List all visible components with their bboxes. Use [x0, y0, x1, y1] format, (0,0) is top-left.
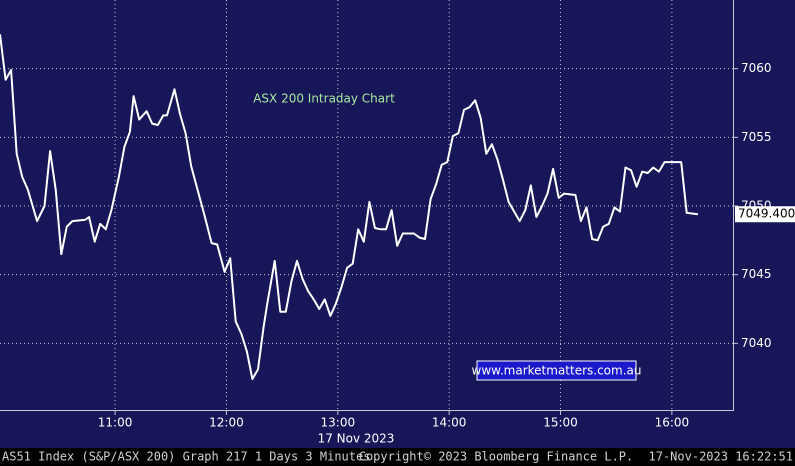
footer-right: 17-Nov-2023 16:22:51	[649, 450, 794, 464]
x-tick-label: 11:00	[98, 416, 133, 430]
x-tick-label: 14:00	[432, 416, 467, 430]
y-tick-label: 7040	[741, 336, 772, 350]
x-tick-label: 16:00	[655, 416, 690, 430]
footer-bar	[0, 448, 795, 466]
last-value-label: 7049.400	[738, 207, 795, 221]
annotation: www.marketmatters.com.au	[472, 364, 642, 378]
background	[0, 0, 795, 448]
y-tick-label: 7055	[741, 130, 772, 144]
x-axis-label: 17 Nov 2023	[318, 432, 395, 446]
price-line	[0, 34, 699, 380]
x-tick-label: 13:00	[321, 416, 356, 430]
x-tick-label: 15:00	[543, 416, 578, 430]
footer-center: Copyright© 2023 Bloomberg Finance L.P.	[359, 450, 634, 464]
x-tick-label: 12:00	[209, 416, 244, 430]
annotation-box	[476, 360, 637, 381]
footer-left: AS51 Index (S&P/ASX 200) Graph 217 1 Day…	[2, 450, 370, 464]
y-tick-label: 7060	[741, 61, 772, 75]
chart-title: ASX 200 Intraday Chart	[253, 92, 395, 106]
y-tick-label: 7045	[741, 267, 772, 281]
last-value-box	[735, 206, 795, 223]
